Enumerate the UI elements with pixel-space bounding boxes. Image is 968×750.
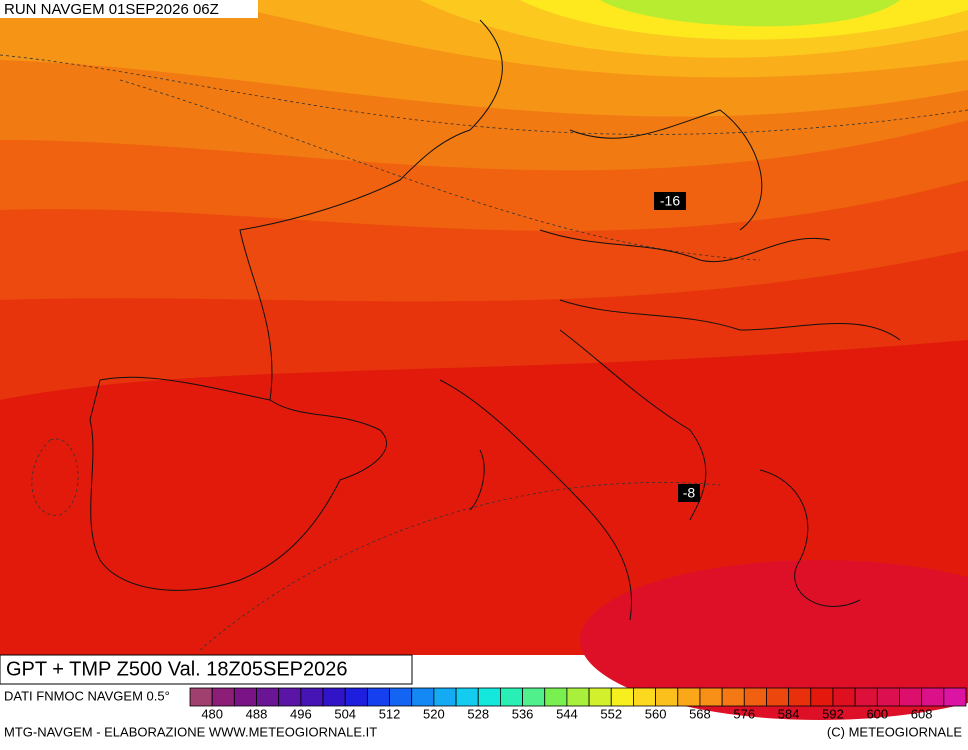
border (569, 109, 763, 231)
legend-swatch (677, 687, 701, 707)
legend-swatch (876, 687, 900, 707)
legend-label: 560 (645, 706, 667, 721)
legend-swatch (411, 687, 435, 707)
copyright: (C) METEOGIORNALE (827, 724, 962, 739)
legend-swatch (943, 687, 967, 707)
legend-swatch (743, 687, 767, 707)
legend-label: 600 (866, 706, 888, 721)
legend-swatch (810, 687, 834, 707)
legend-swatch (721, 687, 745, 707)
legend-label: 584 (778, 706, 800, 721)
legend-swatch (788, 687, 812, 707)
band (600, 0, 900, 27)
run-label: RUN NAVGEM 01SEP2026 06Z (4, 1, 219, 18)
legend-swatch (899, 687, 923, 707)
legend-label: 488 (246, 706, 268, 721)
legend-label: 608 (911, 706, 933, 721)
legend-label: 504 (334, 706, 356, 721)
coastline (439, 329, 707, 621)
title-box (0, 654, 413, 685)
credit: MTG-NAVGEM - ELABORAZIONE WWW.METEOGIORN… (4, 724, 377, 739)
contour (0, 54, 968, 135)
legend-label: 520 (423, 706, 445, 721)
legend: 480 488 496 504 512 520 528 536 544 552 560 568 576 5… (189, 687, 967, 721)
legend-swatch (433, 687, 457, 707)
legend-swatch (366, 687, 390, 707)
band (580, 560, 968, 720)
contour (119, 79, 761, 261)
isotherm-label: -8 (683, 485, 696, 501)
legend-swatch (455, 687, 479, 707)
legend-swatch (854, 687, 878, 707)
legend-swatch (389, 687, 413, 707)
legend-swatch (211, 687, 235, 707)
coastlines (89, 19, 901, 621)
legend-label: 496 (290, 706, 312, 721)
coastline (89, 376, 387, 591)
map-title: GPT + TMP Z500 Val. 18Z05SEP2026 (6, 658, 348, 680)
legend-swatch (499, 687, 523, 707)
map (0, 0, 968, 720)
legend-swatch (699, 687, 723, 707)
contours (0, 54, 968, 651)
legend-swatch (300, 687, 324, 707)
coastline (469, 449, 861, 607)
legend-swatch (921, 687, 945, 707)
legend-swatch (189, 687, 213, 707)
isotherm-label: -16 (660, 193, 680, 209)
legend-label: 544 (556, 706, 578, 721)
legend-swatch (832, 687, 856, 707)
legend-swatch (566, 687, 590, 707)
legend-swatch (477, 687, 501, 707)
legend-label: 568 (689, 706, 711, 721)
legend-swatch (322, 687, 346, 707)
label-box (678, 484, 700, 502)
legend-label: 480 (201, 706, 223, 721)
legend-label: 536 (512, 706, 534, 721)
border (539, 229, 901, 341)
source: DATI FNMOC NAVGEM 0.5° (4, 688, 170, 703)
header-box (0, 0, 258, 18)
contour (31, 438, 79, 516)
label-box (654, 192, 686, 210)
legend-label: 552 (600, 706, 622, 721)
legend-label: 528 (467, 706, 489, 721)
legend-swatch (278, 687, 302, 707)
legend-swatch (233, 687, 257, 707)
legend-swatch (655, 687, 679, 707)
legend-swatch (610, 687, 634, 707)
legend-swatch (256, 687, 280, 707)
legend-swatch (588, 687, 612, 707)
coastline (239, 19, 503, 401)
contour (199, 482, 721, 651)
legend-swatch (344, 687, 368, 707)
legend-label: 576 (733, 706, 755, 721)
legend-swatch (633, 687, 657, 707)
legend-swatch (544, 687, 568, 707)
legend-swatch (766, 687, 790, 707)
legend-label: 512 (379, 706, 401, 721)
legend-label: 592 (822, 706, 844, 721)
legend-swatch (522, 687, 546, 707)
